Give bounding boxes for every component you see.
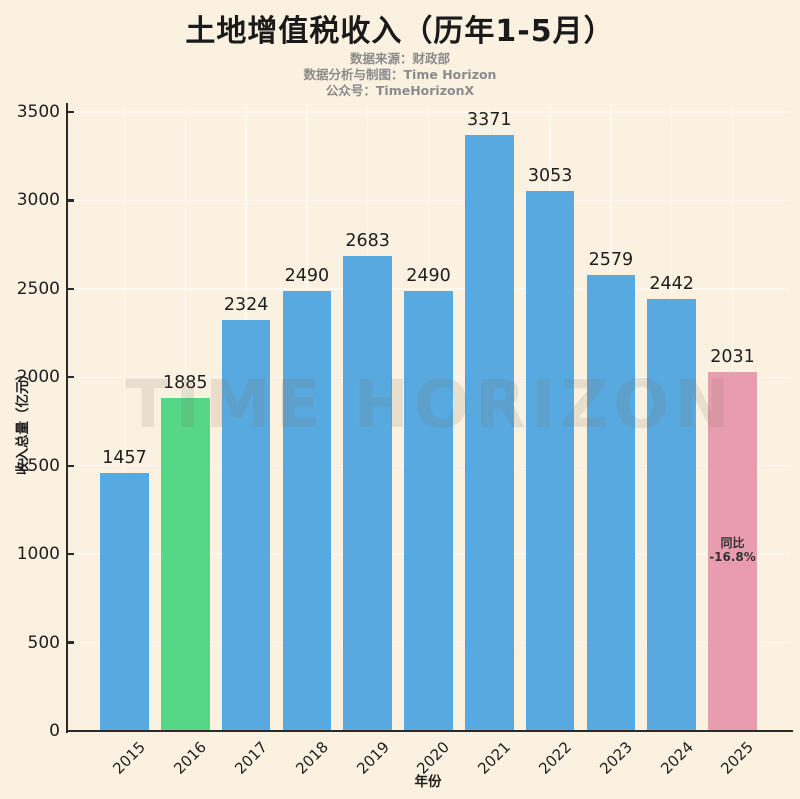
y-tick-label: 2000 <box>16 367 60 388</box>
bar-value-label: 2490 <box>284 265 330 286</box>
horizontal-gridline <box>68 288 790 290</box>
chart-subtitle: 数据来源：财政部 数据分析与制图：Time Horizon 公众号：TimeHo… <box>0 51 800 99</box>
bar-value-label: 1457 <box>102 448 147 469</box>
x-tick-label: 2017 <box>231 738 271 778</box>
vertical-gridline <box>123 104 126 729</box>
horizontal-gridline <box>68 199 790 202</box>
x-tick-label: 2018 <box>291 738 332 778</box>
y-tick-label: 3500 <box>16 102 60 122</box>
chart-title: 土地增值税收入（历年1-5月） <box>185 14 615 49</box>
y-axis-title: 收入总量（亿元） <box>15 367 31 475</box>
x-axis-title: 年份 <box>414 774 442 790</box>
bar-2015 <box>100 473 149 731</box>
y-tick-mark <box>67 287 74 291</box>
y-tick-mark <box>67 376 74 379</box>
bar-2016 <box>161 397 210 731</box>
y-tick-mark <box>67 110 74 114</box>
x-tick-label: 2025 <box>717 738 758 778</box>
bar-value-label: 2442 <box>649 274 694 295</box>
y-tick-mark <box>67 552 74 556</box>
x-tick-label: 2016 <box>170 738 211 778</box>
annotation-yoy: 同比 -16.8% <box>698 536 768 564</box>
y-tick-label: 3000 <box>16 190 60 211</box>
bar-value-label: 3371 <box>467 109 512 130</box>
bar-2017 <box>221 319 271 731</box>
bar-value-label: 2683 <box>345 231 390 252</box>
bar-2018 <box>282 290 332 731</box>
annotation-line: 同比 <box>720 536 745 550</box>
bar-2020 <box>404 290 453 731</box>
bar-2022 <box>525 191 575 731</box>
bar-value-label: 2490 <box>406 265 451 286</box>
subtitle-line-source: 数据来源：财政部 <box>349 51 450 66</box>
bar-2021 <box>465 134 514 731</box>
x-tick-label: 2022 <box>535 738 575 778</box>
bar-value-label: 3053 <box>527 166 573 187</box>
y-tick-mark <box>67 199 74 202</box>
y-tick-label: 2500 <box>16 278 60 299</box>
bar-2025 <box>708 371 757 731</box>
x-axis-spine <box>65 729 793 732</box>
y-tick-mark <box>67 641 74 644</box>
y-tick-label: 1500 <box>16 455 60 476</box>
bar-2024 <box>647 299 696 731</box>
horizontal-gridline <box>68 111 790 113</box>
bar-value-label: 1885 <box>163 372 208 393</box>
y-axis-spine <box>65 103 69 733</box>
bar-value-label: 2031 <box>710 346 755 367</box>
bar-2023 <box>586 274 636 731</box>
subtitle-line-author: 数据分析与制图：Time Horizon <box>303 67 497 82</box>
bar-value-label: 2579 <box>588 249 634 270</box>
x-tick-label: 2015 <box>109 738 150 778</box>
x-tick-label: 2024 <box>656 738 697 778</box>
y-tick-label: 1000 <box>16 544 60 565</box>
y-tick-label: 0 <box>49 721 60 741</box>
x-tick-label: 2023 <box>595 738 636 778</box>
bar-2019 <box>343 256 392 731</box>
annotation-line: -16.8% <box>709 550 756 564</box>
bar-value-label: 2324 <box>223 294 269 315</box>
y-tick-label: 500 <box>27 632 60 653</box>
subtitle-line-account: 公众号：TimeHorizonX <box>325 83 475 98</box>
y-tick-mark <box>67 464 74 467</box>
